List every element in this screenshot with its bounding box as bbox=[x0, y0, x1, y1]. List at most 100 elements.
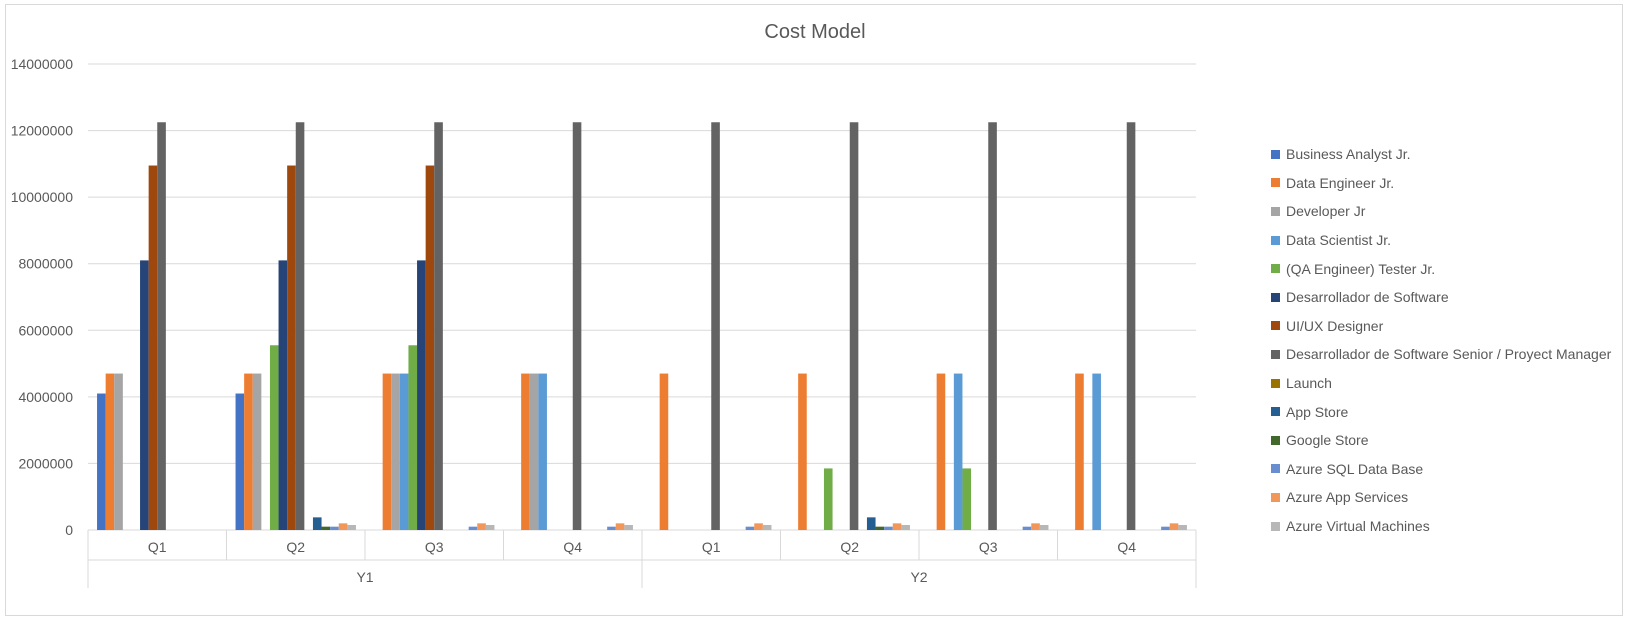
legend-item: App Store bbox=[1271, 397, 1611, 426]
bar bbox=[312, 517, 322, 530]
bar bbox=[659, 373, 669, 530]
bar bbox=[711, 122, 720, 530]
bar bbox=[157, 122, 166, 530]
bar bbox=[1031, 523, 1040, 530]
bar bbox=[330, 526, 339, 530]
legend-swatch bbox=[1271, 464, 1280, 474]
bar bbox=[1075, 373, 1084, 530]
legend-swatch bbox=[1271, 435, 1280, 445]
bar bbox=[477, 523, 486, 530]
bar bbox=[754, 523, 763, 530]
legend-item: (QA Engineer) Tester Jr. bbox=[1271, 254, 1611, 283]
bar bbox=[875, 526, 885, 530]
bar bbox=[538, 373, 547, 530]
legend-swatch bbox=[1271, 378, 1280, 388]
x-tick-label: Q1 bbox=[148, 539, 167, 555]
chart-frame: Cost Model 0 2000000 4000000 6000000 8000000… bbox=[5, 4, 1623, 616]
x-tick-label: Q4 bbox=[563, 539, 582, 555]
bar bbox=[1169, 523, 1179, 530]
y-tick-label: 8000000 bbox=[18, 256, 73, 272]
legend-swatch bbox=[1271, 206, 1280, 216]
bar bbox=[391, 373, 400, 530]
bar bbox=[745, 526, 755, 530]
x-tick-label: Q4 bbox=[1117, 539, 1136, 555]
legend-swatch bbox=[1271, 149, 1280, 159]
legend-label: Azure Virtual Machines bbox=[1286, 518, 1430, 535]
legend-label: Developer Jr bbox=[1286, 203, 1366, 220]
legend-swatch bbox=[1271, 264, 1280, 274]
bar bbox=[434, 122, 443, 530]
legend-label: Google Store bbox=[1286, 432, 1369, 449]
legend-swatch bbox=[1271, 292, 1280, 302]
legend-label: Data Engineer Jr. bbox=[1286, 174, 1395, 191]
bar bbox=[148, 165, 158, 530]
bar bbox=[624, 525, 633, 530]
legend-item: Data Scientist Jr. bbox=[1271, 226, 1611, 255]
legend: Business Analyst Jr. Data Engineer Jr. Dev… bbox=[1271, 140, 1611, 540]
bar bbox=[615, 523, 625, 530]
group-label: Y2 bbox=[910, 569, 927, 585]
x-tick-label: Q3 bbox=[425, 539, 444, 555]
bar bbox=[235, 393, 245, 530]
bar bbox=[988, 122, 997, 530]
bar bbox=[1022, 526, 1032, 530]
legend-swatch bbox=[1271, 492, 1280, 502]
legend-item: Data Engineer Jr. bbox=[1271, 169, 1611, 198]
legend-item: UI/UX Designer bbox=[1271, 312, 1611, 341]
legend-label: App Store bbox=[1286, 403, 1349, 420]
bar bbox=[607, 526, 616, 530]
bar bbox=[1126, 122, 1136, 530]
bar bbox=[884, 526, 893, 530]
bar bbox=[97, 393, 106, 530]
chart-title: Cost Model bbox=[764, 21, 866, 43]
legend-label: Data Scientist Jr. bbox=[1286, 232, 1392, 249]
bar bbox=[798, 373, 807, 530]
legend-swatch bbox=[1271, 178, 1280, 188]
legend-label: Azure App Services bbox=[1286, 489, 1409, 506]
legend-item: Azure Virtual Machines bbox=[1271, 512, 1611, 541]
bar bbox=[321, 526, 331, 530]
y-tick-label: 4000000 bbox=[18, 389, 73, 405]
legend-label: Desarrollador de Software Senior / Proye… bbox=[1286, 346, 1612, 363]
bar bbox=[244, 373, 253, 530]
bar bbox=[408, 345, 418, 530]
y-tick-label: 6000000 bbox=[18, 322, 73, 338]
bar bbox=[417, 260, 426, 530]
bar bbox=[295, 122, 305, 530]
bar bbox=[866, 517, 876, 530]
plot-area: 0 2000000 4000000 6000000 8000000 10000000 120… bbox=[11, 56, 1197, 588]
legend-item: Developer Jr bbox=[1271, 197, 1611, 226]
legend-item: Launch bbox=[1271, 369, 1611, 398]
bar bbox=[1092, 373, 1101, 530]
y-tick-label: 14000000 bbox=[11, 56, 74, 72]
bar bbox=[425, 165, 435, 530]
y-tick-label: 12000000 bbox=[11, 123, 74, 139]
legend-item: Business Analyst Jr. bbox=[1271, 140, 1611, 169]
legend-item: Azure App Services bbox=[1271, 483, 1611, 512]
bar bbox=[892, 523, 902, 530]
legend-item: Desarrollador de Software Senior / Proye… bbox=[1271, 340, 1611, 369]
legend-swatch bbox=[1271, 321, 1280, 331]
legend-label: (QA Engineer) Tester Jr. bbox=[1286, 260, 1436, 277]
x-tick-label: Q2 bbox=[286, 539, 305, 555]
legend-label: Business Analyst Jr. bbox=[1286, 146, 1411, 163]
legend-item: Google Store bbox=[1271, 426, 1611, 455]
legend-swatch bbox=[1271, 521, 1280, 531]
bar bbox=[521, 373, 530, 530]
bar bbox=[252, 373, 262, 530]
legend-item: Azure SQL Data Base bbox=[1271, 455, 1611, 484]
legend-label: Launch bbox=[1286, 375, 1332, 392]
group-label: Y1 bbox=[356, 569, 373, 585]
bar bbox=[572, 122, 582, 530]
bar bbox=[1178, 525, 1187, 530]
bar bbox=[1161, 526, 1170, 530]
bar bbox=[399, 373, 409, 530]
bar bbox=[114, 373, 123, 530]
bar bbox=[278, 260, 288, 530]
y-tick-label: 2000000 bbox=[18, 455, 73, 471]
bar bbox=[529, 373, 539, 530]
bar bbox=[347, 525, 356, 530]
bar bbox=[823, 468, 833, 530]
legend-item: Desarrollador de Software bbox=[1271, 283, 1611, 312]
bar bbox=[269, 345, 279, 530]
